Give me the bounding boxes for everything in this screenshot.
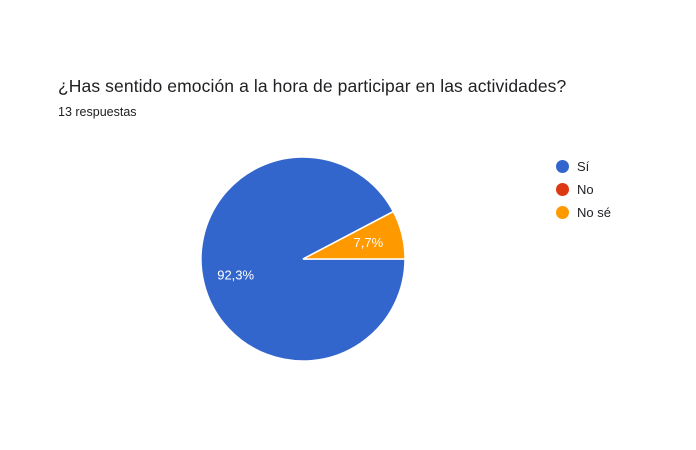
legend-item-1[interactable]: Sí: [556, 155, 611, 178]
legend: Sí No No sé: [556, 155, 611, 224]
slice-label-3: 7,7%: [354, 235, 384, 250]
question-title: ¿Has sentido emoción a la hora de partic…: [58, 76, 567, 96]
legend-label: No: [577, 182, 594, 197]
pie-slice-3[interactable]: [302, 210, 406, 260]
slice-label-1: 92,3%: [217, 268, 254, 283]
legend-swatch: [556, 160, 569, 173]
legend-swatch: [556, 206, 569, 219]
legend-item-3[interactable]: No sé: [556, 201, 611, 224]
legend-label: No sé: [577, 205, 611, 220]
legend-label: Sí: [577, 159, 590, 174]
legend-item-2[interactable]: No: [556, 178, 611, 201]
legend-swatch: [556, 183, 569, 196]
response-count: 13 respuestas: [58, 105, 137, 119]
